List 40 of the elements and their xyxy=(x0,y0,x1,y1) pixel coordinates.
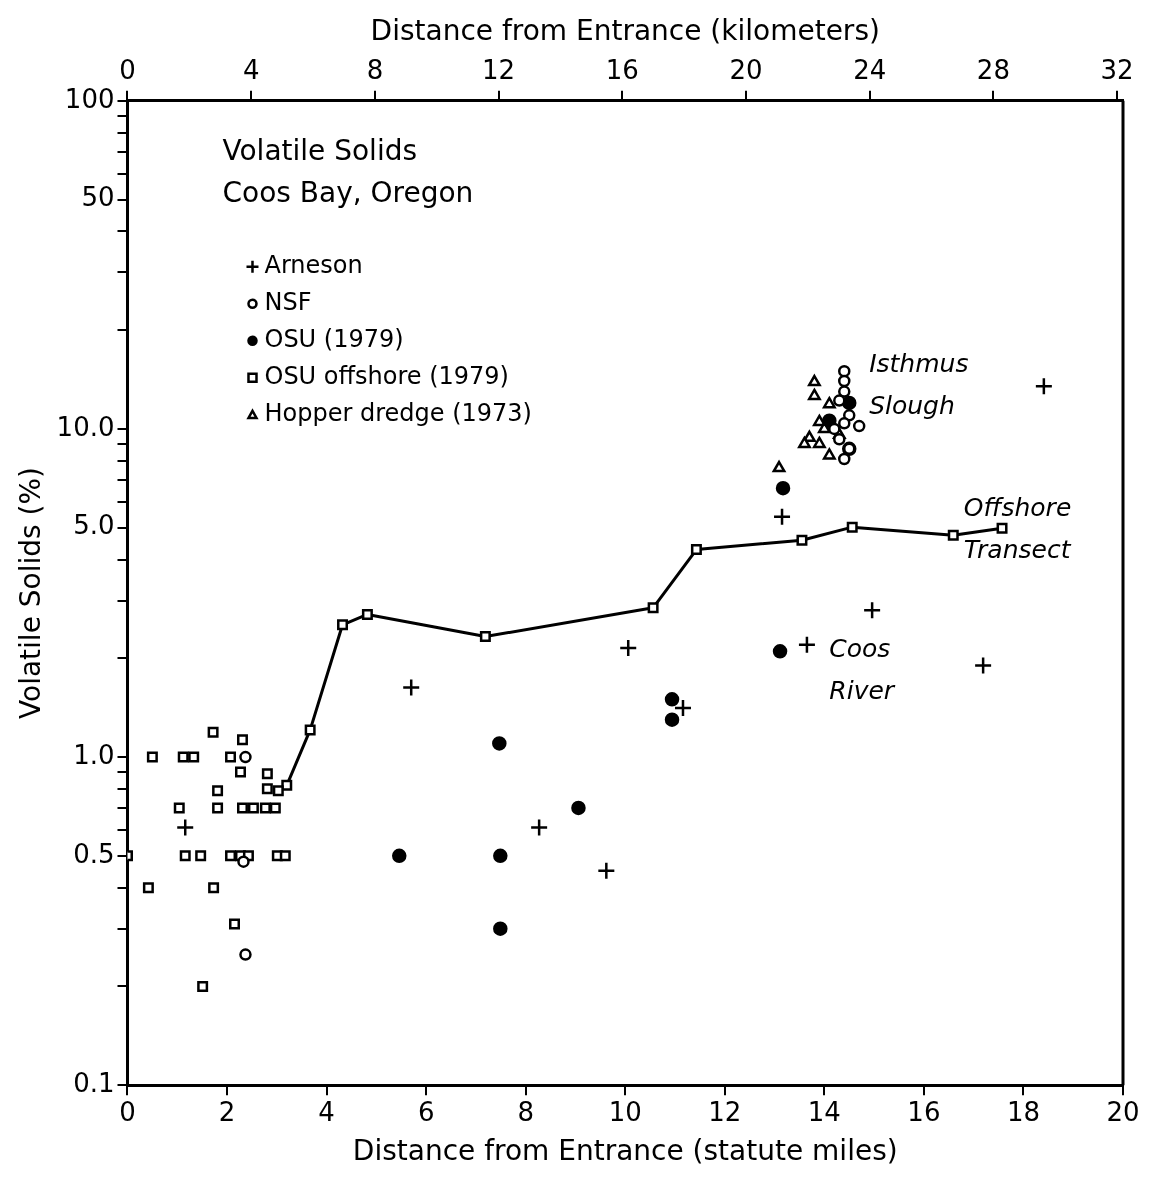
x2-axis-title: Distance from Entrance (kilometers) xyxy=(370,14,880,48)
legend-label: NSF xyxy=(264,288,312,317)
y-tick-label: 50 xyxy=(81,182,115,213)
annotation: Isthmus Slough xyxy=(869,348,969,420)
x-tick-label: 0 xyxy=(119,1096,136,1127)
y-axis-title: Volatile Solids (%) xyxy=(14,467,48,719)
x-tick-label: 14 xyxy=(807,1096,841,1127)
annotation: Offshore Transect xyxy=(963,493,1072,565)
text: Volatile Solids xyxy=(222,134,418,168)
legend-label: Arneson xyxy=(264,251,363,280)
legend-label: OSU offshore (1979) xyxy=(264,362,509,391)
x2-tick-label: 16 xyxy=(605,54,639,85)
annotation: Coos River xyxy=(829,634,896,706)
legend-label: OSU (1979) xyxy=(264,325,404,354)
x-tick-label: 6 xyxy=(417,1096,435,1127)
x-tick-label: 8 xyxy=(517,1096,534,1127)
y-tick-label: 0.1 xyxy=(73,1067,115,1098)
x2-tick-label: 12 xyxy=(482,54,516,85)
x2-tick-label: 8 xyxy=(366,54,384,85)
x2-tick-label: 4 xyxy=(242,54,260,85)
x2-tick-label: 28 xyxy=(976,54,1010,85)
x-tick-label: 2 xyxy=(218,1096,236,1127)
x-tick-label: 16 xyxy=(907,1096,941,1127)
x2-tick-label: 24 xyxy=(853,54,887,85)
y-tick-label: 100 xyxy=(64,83,115,114)
x-axis-title: Distance from Entrance (statute miles) xyxy=(352,1134,898,1168)
x-tick-label: 18 xyxy=(1006,1096,1040,1127)
x-tick-label: 4 xyxy=(318,1096,335,1127)
x-tick-label: 12 xyxy=(708,1096,742,1127)
y-tick-label: 10.0 xyxy=(56,411,115,442)
x2-tick-label: 32 xyxy=(1100,54,1134,85)
legend-label: Hopper dredge (1973) xyxy=(264,399,532,428)
x-tick-label: 10 xyxy=(608,1096,642,1127)
x2-tick-label: 0 xyxy=(119,54,136,85)
text: Coos Bay, Oregon xyxy=(222,176,474,210)
y-tick-label: 1.0 xyxy=(73,739,115,770)
y-tick-label: 5.0 xyxy=(73,510,115,541)
x-tick-label: 20 xyxy=(1106,1096,1140,1127)
x2-tick-label: 20 xyxy=(729,54,763,85)
y-tick-label: 0.5 xyxy=(73,838,115,869)
